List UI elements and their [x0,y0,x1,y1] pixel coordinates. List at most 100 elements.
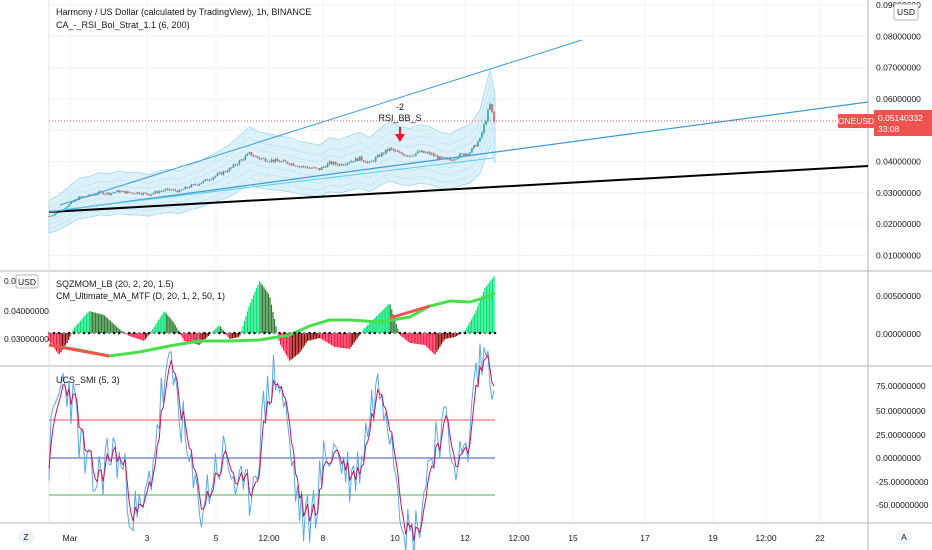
candle-body [372,160,375,162]
squeeze-dot [453,331,457,335]
squeeze-dot [248,331,251,335]
squeeze-dot [483,331,487,335]
candle-body [310,167,313,169]
momentum-bar [153,327,155,333]
momentum-bar [254,291,256,333]
momentum-bar [135,333,137,339]
candle-body [122,190,124,192]
signal-label: RSI_BB_S [378,113,421,123]
squeeze-dot [198,331,201,335]
momentum-bar [478,303,480,333]
svg-text:USD: USD [18,277,36,287]
time-label-3: 12:00 [258,533,280,543]
candle-body [312,167,315,169]
momentum-bar [346,333,348,349]
momentum-bar [424,333,426,345]
momentum-bar [409,333,411,343]
momentum-bar [469,322,471,333]
ma-down-segment [48,343,110,358]
trend-line-cyan[interactable] [59,157,494,211]
candle-body [198,184,201,186]
momentum-bar [228,333,231,339]
pane3-title: UCS_SMI (5, 3) [56,375,120,385]
time-label-2: 5 [214,533,219,543]
candle-body [70,202,72,205]
momentum-bar [284,333,286,353]
trend-line-blue-long[interactable] [48,101,869,213]
squeeze-dot [408,331,412,335]
candle-body [388,147,391,151]
time-label-5: 10 [390,533,400,543]
squeeze-dots [47,331,497,335]
momentum-bar [451,333,453,338]
candle-body [445,157,447,159]
time-label-1: 3 [145,533,150,543]
auto-scale-button[interactable]: A [896,529,912,545]
candle-body [465,153,467,156]
momentum-bar [361,332,363,333]
momentum-bar [484,288,486,333]
grid [49,0,868,523]
momentum-bar [258,281,261,333]
candle-body [210,179,213,181]
candle-body [216,173,219,176]
momentum-bar [101,314,103,333]
candle-body [196,184,199,186]
candle-body [270,159,273,162]
trend-line-blue-steep[interactable] [59,39,583,206]
momentum-bar [88,311,91,333]
candle-body [142,192,145,195]
momentum-bar [470,319,473,333]
momentum-bar [156,322,158,333]
squeeze-dot [278,331,281,335]
momentum-bar [198,333,200,345]
usd-button[interactable]: USD [893,3,919,21]
momentum-bar [332,333,334,347]
momentum-bar [218,325,220,333]
candle-body [136,192,138,194]
squeeze-dot [172,331,176,335]
momentum-bar [431,333,433,353]
momentum-bar [239,333,241,336]
momentum-bar [66,333,68,343]
momentum-bar [79,320,82,333]
svg-text:Z: Z [23,532,28,542]
zoom-reset-button[interactable]: Z [18,529,34,545]
momentum-bar [104,315,106,333]
candle-body [286,161,289,164]
momentum-bar [67,333,70,340]
pane2-left-label-0: 0.0 [4,276,16,286]
candle-body [346,163,349,165]
momentum-bar [102,314,104,333]
squeeze-dot [413,331,417,335]
momentum-bar [189,333,191,343]
candle-body [108,192,110,195]
momentum-bar [227,333,229,337]
candle-body [106,192,108,194]
candle-body [396,150,399,152]
squeeze-dot [52,331,56,335]
price-label-7: 0.02000000 [876,219,921,229]
momentum-bar [394,319,396,333]
squeeze-dot [152,331,156,335]
momentum-bar [367,325,369,333]
trend-line-black[interactable] [48,165,869,213]
bb-line-1 [48,126,496,225]
candle-body [220,172,223,175]
squeeze-dot [388,331,392,335]
momentum-bar [322,333,324,340]
momentum-bar [415,333,417,344]
squeeze-dot [167,331,171,335]
squeeze-dot [193,331,196,335]
price-label-3: 0.06000000 [876,94,921,104]
momentum-bar [203,333,205,341]
squeeze-dot [378,331,382,335]
momentum-bar [437,333,439,350]
candle-body [336,164,339,166]
momentum-bar [99,313,101,333]
momentum-bar [82,317,85,333]
pane2-usd-button[interactable]: USD [15,274,39,289]
time-axis[interactable]: Mar 3 5 12:00 8 10 12 12:00 15 17 19 12:00 22 [63,533,825,543]
candle-body [166,188,169,190]
squeeze-dot [67,331,71,335]
